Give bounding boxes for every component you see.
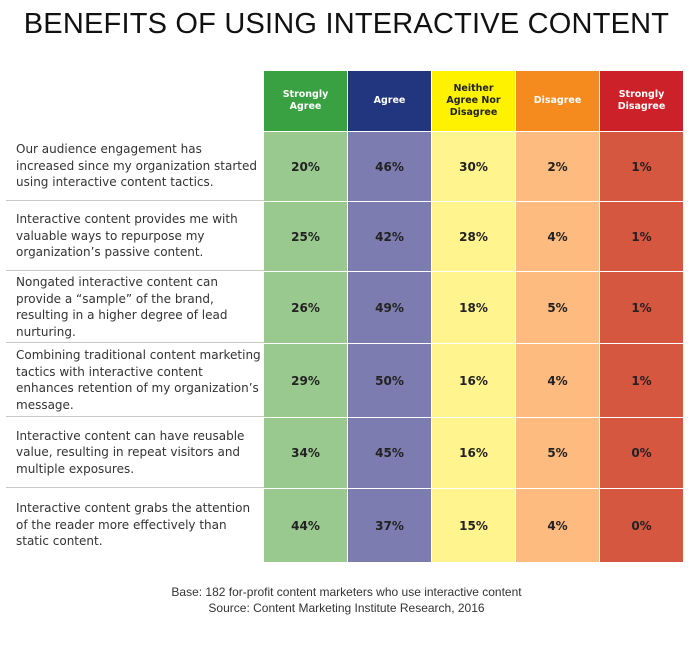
chart-title: BENEFITS OF USING INTERACTIVE CONTENT (23, 8, 670, 40)
value-cell: 49% (348, 271, 432, 343)
value-cell: 4% (516, 343, 600, 417)
value-cell: 37% (348, 488, 432, 562)
value-cell: 50% (348, 343, 432, 417)
value-cell: 34% (264, 417, 348, 488)
value-cell: 1% (600, 271, 684, 343)
value-cell: 26% (264, 271, 348, 343)
footer-source: Source: Content Marketing Institute Rese… (208, 601, 485, 615)
value-cell: 0% (600, 488, 684, 562)
value-cell: 16% (432, 343, 516, 417)
column-header: Strongly Agree (264, 71, 348, 131)
value-cell: 4% (516, 488, 600, 562)
column-header: Agree (348, 71, 432, 131)
value-cell: 5% (516, 417, 600, 488)
value-cell: 2% (516, 131, 600, 201)
row-divider (6, 342, 264, 343)
row-statement: Interactive content can have reusable va… (16, 428, 245, 476)
value-cell: 25% (264, 201, 348, 271)
value-cell: 29% (264, 343, 348, 417)
value-cell: 1% (600, 131, 684, 201)
value-cell: 1% (600, 201, 684, 271)
value-cell: 42% (348, 201, 432, 271)
footer-base: Base: 182 for-profit content marketers w… (171, 585, 522, 599)
value-cell: 0% (600, 417, 684, 488)
row-divider (6, 200, 264, 201)
row-statement: Interactive content provides me with val… (16, 212, 238, 260)
value-cell: 45% (348, 417, 432, 488)
value-cell: 15% (432, 488, 516, 562)
row-divider (6, 416, 264, 417)
row-statement: Combining traditional content marketing … (16, 348, 261, 412)
column-header: Neither Agree Nor Disagree (432, 71, 516, 131)
row-divider (6, 487, 264, 488)
row-statement: Our audience engagement has increased si… (16, 142, 257, 190)
value-cell: 20% (264, 131, 348, 201)
column-header: Disagree (516, 71, 600, 131)
value-cell: 46% (348, 131, 432, 201)
column-header: Strongly Disagree (600, 71, 684, 131)
value-cell: 30% (432, 131, 516, 201)
row-statement: Nongated interactive content can provide… (16, 275, 228, 339)
value-cell: 5% (516, 271, 600, 343)
row-divider (6, 270, 264, 271)
value-cell: 44% (264, 488, 348, 562)
row-statement: Interactive content grabs the attention … (16, 501, 251, 549)
value-cell: 28% (432, 201, 516, 271)
value-cell: 16% (432, 417, 516, 488)
value-cell: 4% (516, 201, 600, 271)
value-cell: 1% (600, 343, 684, 417)
value-cell: 18% (432, 271, 516, 343)
